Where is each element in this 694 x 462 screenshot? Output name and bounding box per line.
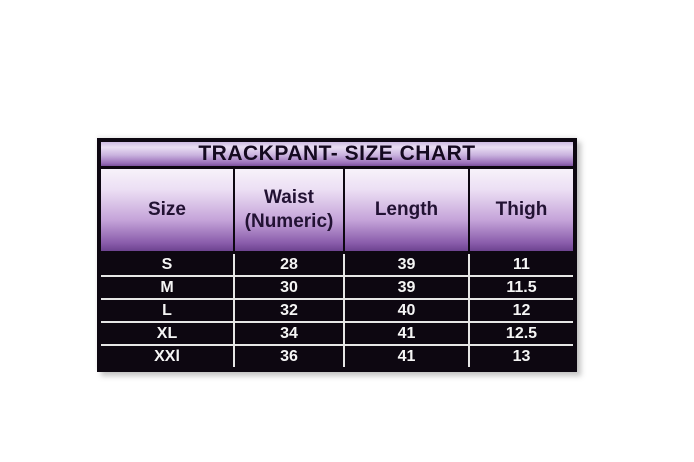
- table-cell: 11: [470, 254, 573, 275]
- table-body: S 28 39 11 M 30 39 11.5 L 32 40 12 XL 34…: [101, 254, 573, 367]
- table-title: TRACKPANT- SIZE CHART: [101, 142, 573, 166]
- table-cell: L: [101, 300, 233, 321]
- table-cell: 30: [235, 277, 343, 298]
- table-cell: 12.5: [470, 323, 573, 344]
- table-cell: 39: [345, 254, 468, 275]
- size-chart-table: TRACKPANT- SIZE CHART Size Waist (Numeri…: [97, 138, 577, 372]
- table-cell: 41: [345, 346, 468, 367]
- table-cell: 36: [235, 346, 343, 367]
- table-cell: 39: [345, 277, 468, 298]
- table-cell: 41: [345, 323, 468, 344]
- header-waist-line1: Waist: [264, 187, 314, 208]
- table-cell: XXl: [101, 346, 233, 367]
- header-cell-length: Length: [345, 169, 468, 251]
- header-waist-line2: (Numeric): [244, 211, 334, 232]
- table-cell: 28: [235, 254, 343, 275]
- table-cell: S: [101, 254, 233, 275]
- table-cell: 32: [235, 300, 343, 321]
- table-cell: 34: [235, 323, 343, 344]
- header-cell-size: Size: [101, 169, 233, 251]
- table-cell: 11.5: [470, 277, 573, 298]
- table-cell: 12: [470, 300, 573, 321]
- table-cell: 13: [470, 346, 573, 367]
- header-cell-thigh: Thigh: [470, 169, 573, 251]
- table-cell: XL: [101, 323, 233, 344]
- table-cell: M: [101, 277, 233, 298]
- table-cell: 40: [345, 300, 468, 321]
- table-header-row: Size Waist (Numeric) Length Thigh: [101, 169, 573, 251]
- header-cell-waist: Waist (Numeric): [235, 169, 343, 251]
